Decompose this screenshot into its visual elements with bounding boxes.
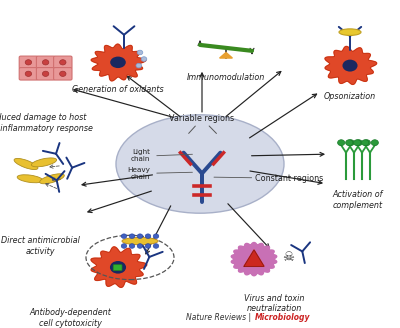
Ellipse shape <box>40 174 64 184</box>
Circle shape <box>121 244 127 248</box>
Text: Activation of
complement: Activation of complement <box>333 190 383 210</box>
Circle shape <box>346 140 353 146</box>
Ellipse shape <box>31 158 57 167</box>
Circle shape <box>371 140 378 146</box>
Ellipse shape <box>14 158 38 170</box>
Text: Antibody-dependent
cell cytotoxicity: Antibody-dependent cell cytotoxicity <box>29 308 111 328</box>
Circle shape <box>42 71 49 76</box>
FancyBboxPatch shape <box>19 56 38 69</box>
Text: Microbiology: Microbiology <box>255 313 311 322</box>
Text: ☠: ☠ <box>282 251 294 264</box>
Circle shape <box>141 57 147 61</box>
Circle shape <box>60 71 66 76</box>
Text: Reduced damage to host
from inflammatory response: Reduced damage to host from inflammatory… <box>0 113 93 133</box>
FancyBboxPatch shape <box>113 265 122 271</box>
Text: Nature Reviews |: Nature Reviews | <box>186 313 254 322</box>
Circle shape <box>60 60 66 65</box>
Ellipse shape <box>17 175 43 183</box>
Polygon shape <box>91 44 146 81</box>
Circle shape <box>137 50 143 55</box>
Circle shape <box>347 140 354 146</box>
Circle shape <box>145 234 151 238</box>
Circle shape <box>137 234 143 238</box>
Circle shape <box>129 244 135 248</box>
Circle shape <box>42 60 49 65</box>
Polygon shape <box>91 247 147 287</box>
Circle shape <box>129 234 135 238</box>
FancyBboxPatch shape <box>54 56 72 69</box>
Polygon shape <box>231 242 277 276</box>
Circle shape <box>363 140 370 146</box>
Polygon shape <box>244 250 264 266</box>
Circle shape <box>137 244 143 248</box>
FancyBboxPatch shape <box>36 68 55 80</box>
Circle shape <box>145 244 151 248</box>
Text: Direct antimicrobial
activity: Direct antimicrobial activity <box>0 236 80 256</box>
Ellipse shape <box>116 115 284 213</box>
Ellipse shape <box>339 29 361 35</box>
FancyBboxPatch shape <box>36 56 55 69</box>
Ellipse shape <box>122 237 158 245</box>
Text: Variable regions: Variable regions <box>170 114 234 123</box>
FancyBboxPatch shape <box>54 68 72 80</box>
Polygon shape <box>325 47 377 84</box>
Text: Opsonization: Opsonization <box>324 92 376 101</box>
Circle shape <box>153 244 159 248</box>
Text: Light
chain: Light chain <box>131 149 150 162</box>
Circle shape <box>25 71 32 76</box>
Circle shape <box>354 140 361 146</box>
Polygon shape <box>220 52 232 58</box>
Circle shape <box>153 234 159 238</box>
Circle shape <box>25 60 32 65</box>
FancyBboxPatch shape <box>19 68 38 80</box>
Text: Constant regions: Constant regions <box>255 174 324 183</box>
Circle shape <box>136 63 142 68</box>
Text: Immunomodulation: Immunomodulation <box>187 73 265 82</box>
Text: Heavy
chain: Heavy chain <box>127 167 150 180</box>
Text: Virus and toxin
neutralization: Virus and toxin neutralization <box>244 294 304 313</box>
Text: Generation of oxidants: Generation of oxidants <box>72 85 164 94</box>
Ellipse shape <box>110 261 126 274</box>
Circle shape <box>362 140 369 146</box>
Ellipse shape <box>110 56 126 68</box>
Circle shape <box>338 140 345 146</box>
Circle shape <box>355 140 362 146</box>
Ellipse shape <box>342 60 358 72</box>
Circle shape <box>121 234 127 238</box>
